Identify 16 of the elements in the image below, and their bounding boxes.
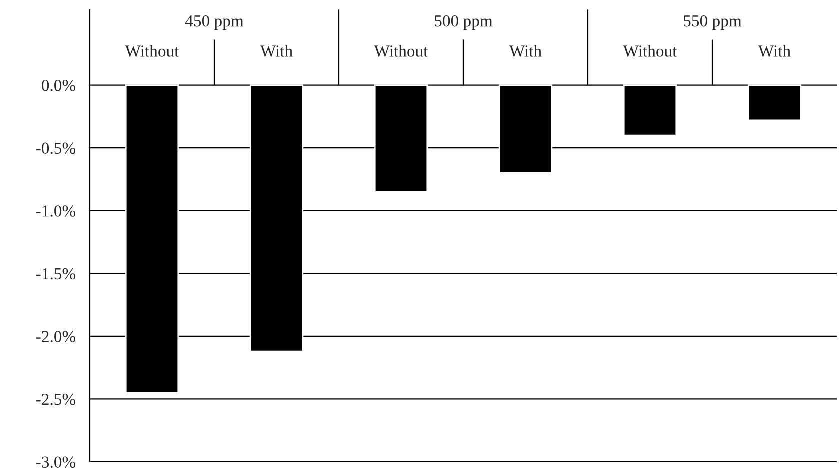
y-tick-label: -3.0% xyxy=(36,456,76,468)
x-tick-label: Without xyxy=(125,45,180,57)
y-tick-label: -0.5% xyxy=(36,142,76,154)
y-tick-label: -1.0% xyxy=(36,206,76,217)
y-tick-label: 0.0% xyxy=(42,80,76,92)
annotation: 450 ppm xyxy=(185,15,244,30)
y-tick-label: -1.5% xyxy=(36,268,76,280)
annotation: 500 ppm xyxy=(435,15,493,30)
x-tick-label: With xyxy=(260,45,293,57)
x-tick-label: With xyxy=(509,45,542,57)
x-tick-label: Without xyxy=(623,45,678,57)
annotation: 550 ppm xyxy=(684,15,742,30)
x-tick-label: With xyxy=(758,45,791,57)
y-tick-label: -2.0% xyxy=(36,331,76,342)
y-tick-label: -2.5% xyxy=(36,394,76,406)
x-tick-label: Without xyxy=(374,45,428,57)
